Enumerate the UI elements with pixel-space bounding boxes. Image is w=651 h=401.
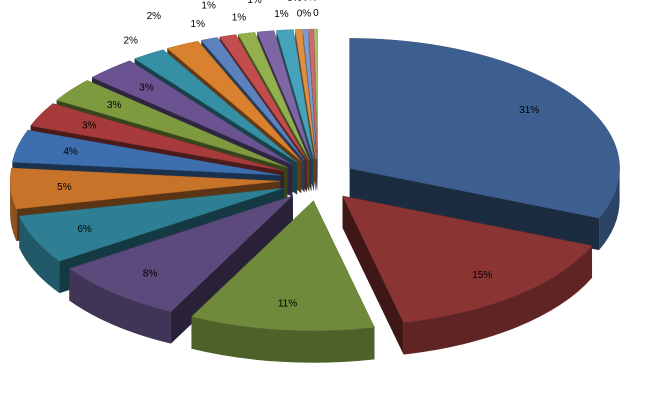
slice-group [342, 195, 593, 355]
slice [314, 28, 319, 160]
slice-side [19, 216, 60, 294]
slice [18, 187, 284, 262]
data-label: 0% [303, 0, 318, 4]
data-label: 1% [232, 13, 247, 24]
slice [276, 29, 315, 160]
data-label: 0 [313, 8, 319, 19]
data-label: 0% [287, 0, 302, 4]
slice [200, 37, 305, 161]
data-label: 1% [191, 19, 206, 30]
slice [12, 129, 282, 176]
slice [68, 195, 294, 312]
slice [349, 38, 620, 219]
slice-group [190, 200, 375, 363]
data-label: 4% [63, 146, 78, 157]
data-label: 6% [77, 224, 92, 235]
slice [219, 34, 308, 161]
slice [294, 29, 316, 160]
slice [237, 32, 310, 160]
data-label: 8% [143, 268, 158, 279]
slice-side [191, 316, 375, 363]
slice [56, 80, 288, 168]
data-label: 1% [274, 9, 289, 20]
slice-side [599, 168, 620, 251]
data-label: 2% [147, 11, 162, 22]
data-label: 5% [57, 182, 72, 193]
data-label: 1% [247, 0, 262, 6]
data-label: 11% [278, 299, 297, 310]
slice [133, 49, 298, 163]
slice [30, 103, 284, 172]
data-label: 31% [519, 105, 539, 116]
slice [342, 195, 593, 323]
data-label: 3% [82, 120, 97, 131]
slice-group [68, 195, 294, 344]
slice-side [349, 168, 600, 251]
data-label: 15% [472, 270, 492, 281]
slice [302, 28, 317, 160]
data-label: 3% [139, 82, 154, 93]
slice-side [342, 195, 404, 355]
slice [190, 200, 375, 331]
slice-side [403, 245, 593, 355]
slice-side [69, 268, 171, 344]
slice [256, 30, 312, 160]
slice [91, 60, 293, 165]
slice [9, 167, 281, 210]
data-label: 1% [201, 1, 216, 12]
data-label: 3% [107, 100, 122, 111]
data-label: 0% [297, 8, 312, 19]
slice [308, 28, 318, 160]
slice-group [349, 38, 620, 251]
slice [166, 40, 302, 162]
data-label: 2% [123, 36, 138, 47]
